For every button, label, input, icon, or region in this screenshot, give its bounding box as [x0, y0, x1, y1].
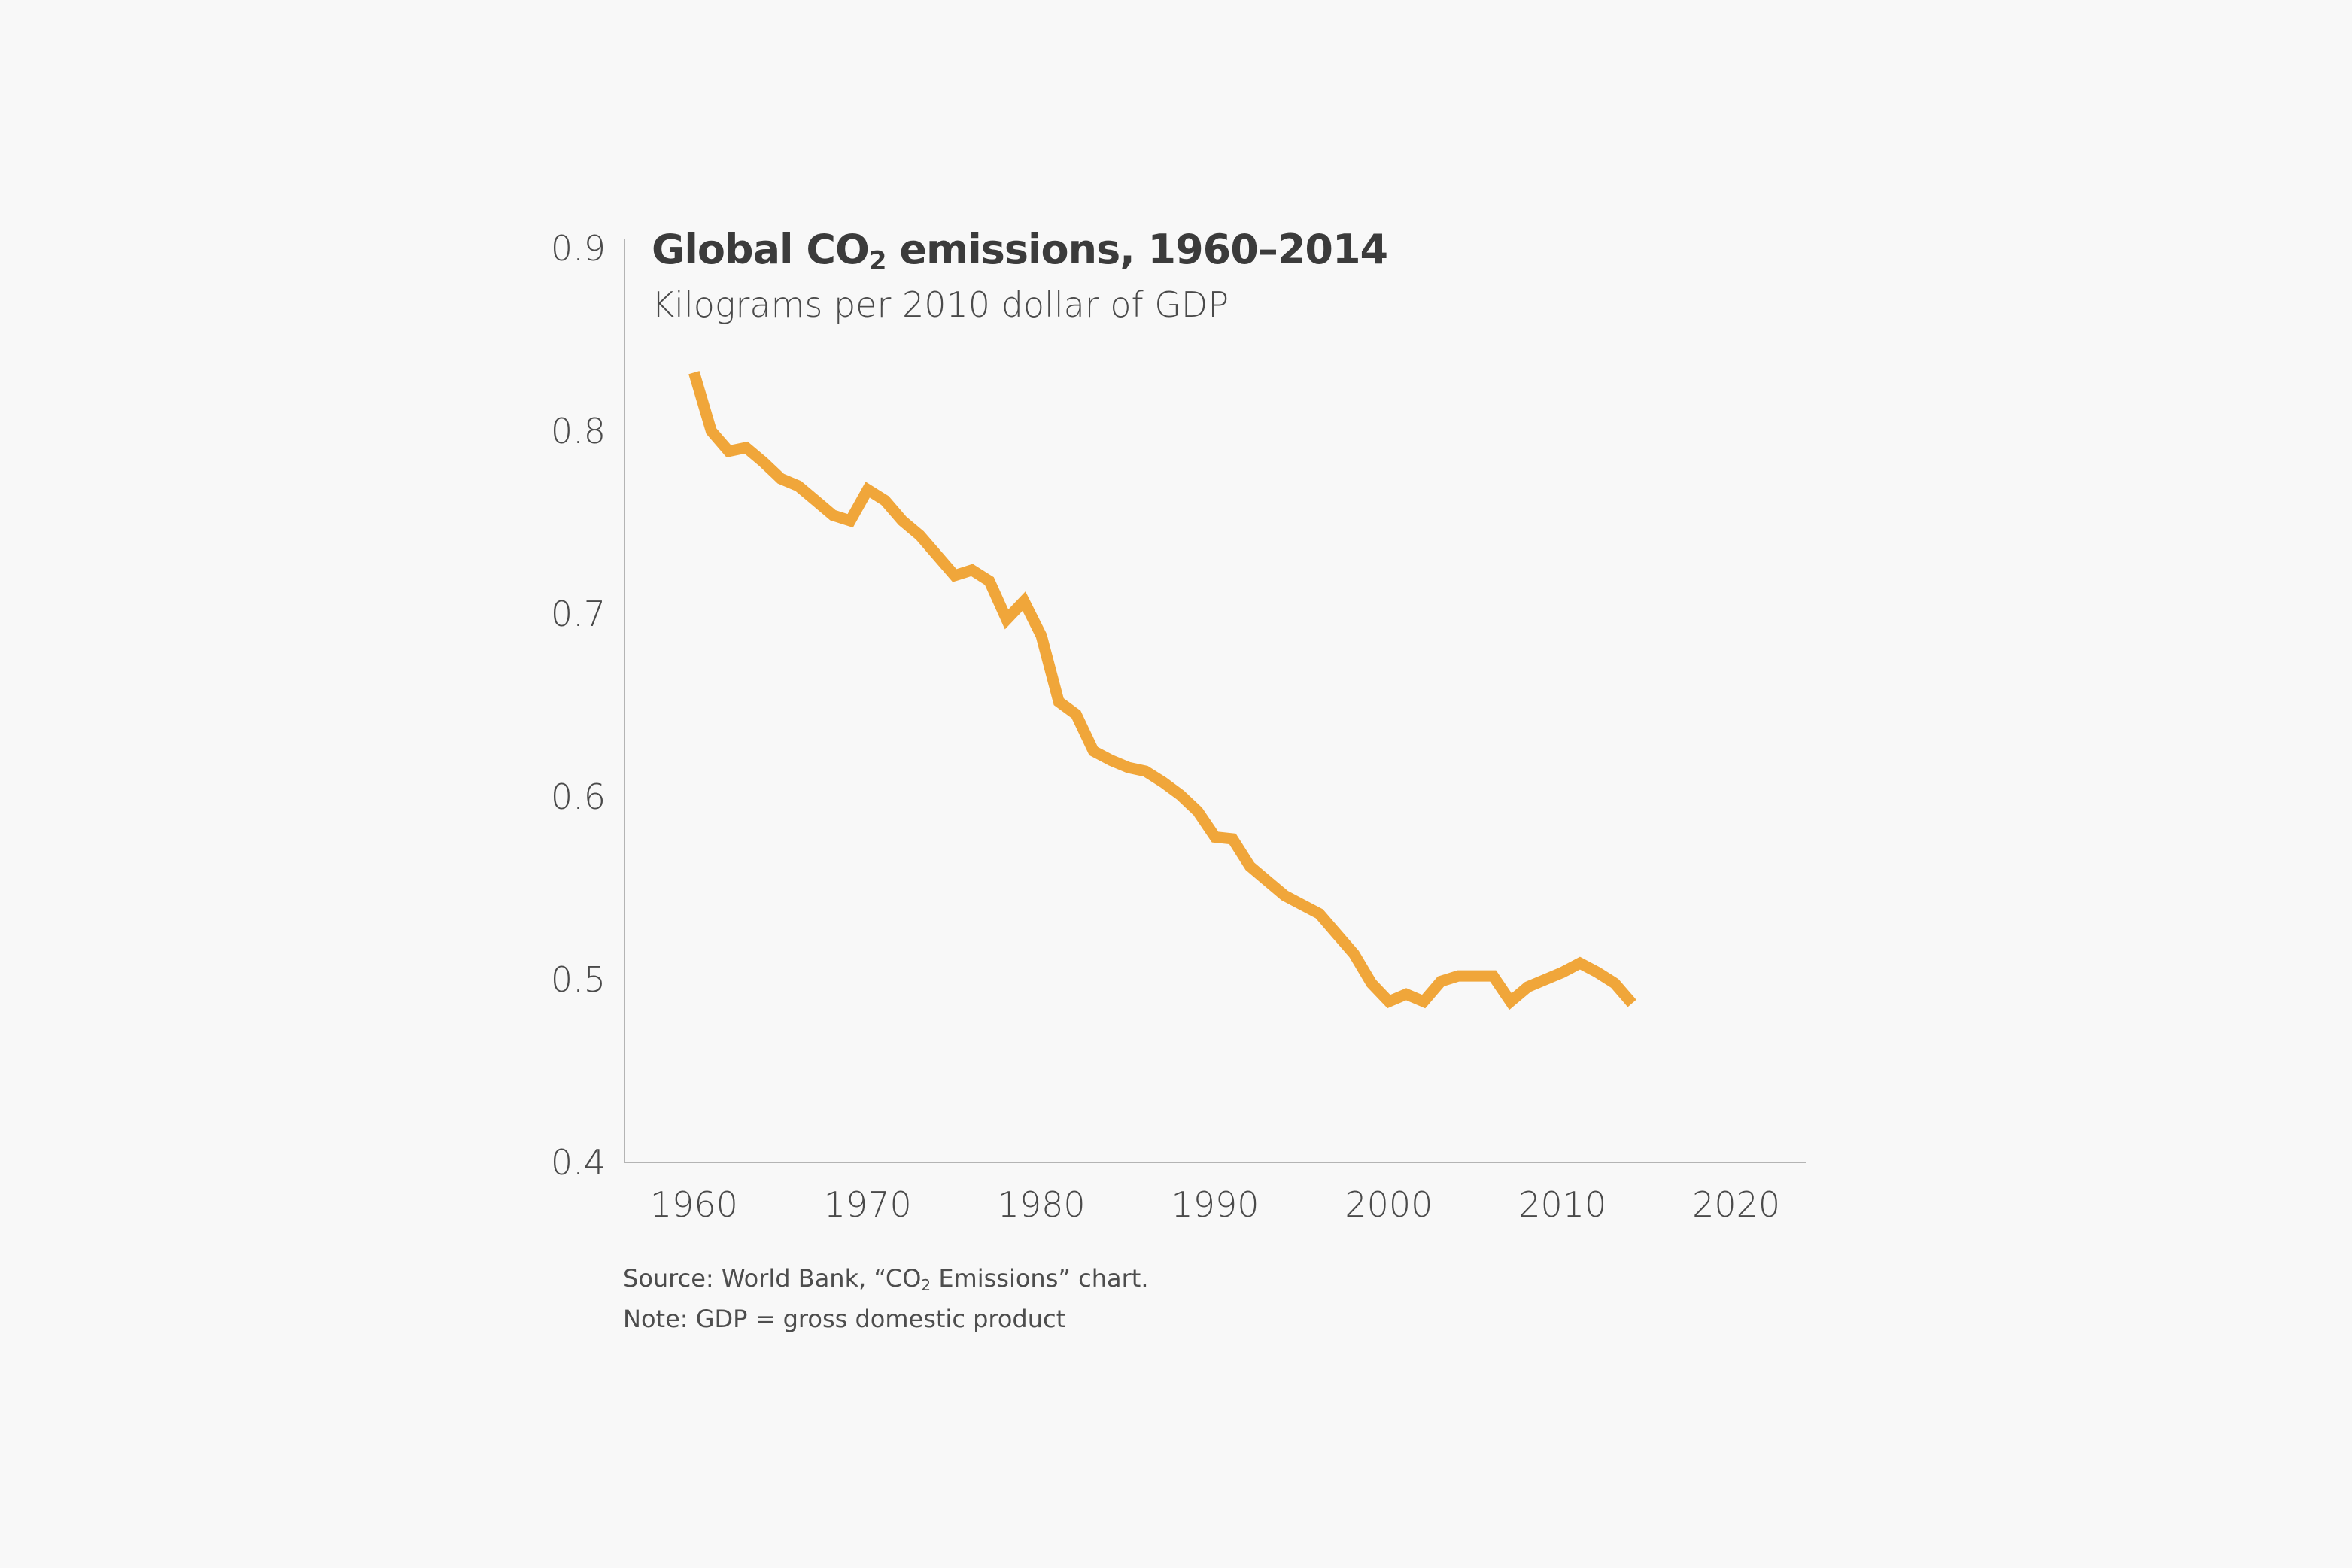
- title-part-2: emissions, 1960–2014: [886, 226, 1388, 273]
- title-part-1: Global CO: [652, 226, 870, 273]
- x-tick-label: 2000: [1345, 1184, 1433, 1225]
- y-tick-label: 0.5: [551, 959, 606, 1000]
- title-subscript: 2: [868, 246, 887, 276]
- chart-subtitle: Kilograms per 2010 dollar of GDP: [652, 284, 1229, 325]
- y-tick-label: 0.7: [551, 594, 606, 634]
- y-tick-label: 0.9: [551, 228, 606, 269]
- x-tick-label: 1990: [1171, 1184, 1259, 1225]
- source-subscript: 2: [921, 1276, 931, 1294]
- x-tick-label: 1980: [998, 1184, 1086, 1225]
- x-tick-label: 2020: [1692, 1184, 1780, 1225]
- x-tick-label: 1970: [824, 1184, 912, 1225]
- source-part-1: Source: World Bank, “CO: [623, 1264, 922, 1293]
- y-tick-label: 0.6: [551, 776, 606, 817]
- y-tick-label: 0.4: [551, 1142, 606, 1183]
- y-tick-labels: 0.4 0.5 0.6 0.7 0.8 0.9: [551, 228, 606, 1183]
- y-tick-label: 0.8: [551, 411, 606, 451]
- emissions-series-line: [688, 371, 1636, 1010]
- x-tick-label: 2010: [1518, 1184, 1606, 1225]
- chart-title: Global CO2 emissions, 1960–2014: [652, 226, 1388, 276]
- gdp-note: Note: GDP = gross domestic product: [623, 1305, 1066, 1333]
- source-part-2: Emissions” chart.: [931, 1264, 1149, 1293]
- source-note: Source: World Bank, “CO2 Emissions” char…: [623, 1264, 1148, 1294]
- x-tick-label: 1960: [650, 1184, 738, 1225]
- x-tick-labels: 1960 1970 1980 1990 2000 2010 2020: [650, 1184, 1780, 1225]
